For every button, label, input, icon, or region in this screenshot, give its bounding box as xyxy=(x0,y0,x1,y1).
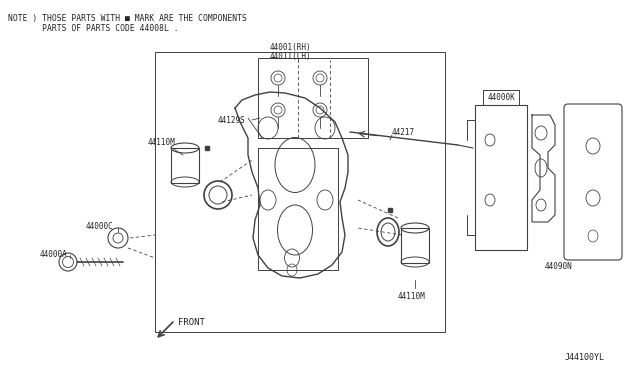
Bar xyxy=(401,228,429,263)
Text: PARTS OF PARTS CODE 44008L .: PARTS OF PARTS CODE 44008L . xyxy=(8,24,179,33)
Text: 44110M: 44110M xyxy=(398,292,426,301)
Text: FRONT: FRONT xyxy=(178,318,205,327)
Text: 44110M: 44110M xyxy=(148,138,176,147)
Bar xyxy=(155,52,445,332)
Bar xyxy=(171,148,199,183)
Bar xyxy=(475,105,527,250)
Text: NOTE ) THOSE PARTS WITH ■ MARK ARE THE COMPONENTS: NOTE ) THOSE PARTS WITH ■ MARK ARE THE C… xyxy=(8,14,247,23)
Bar xyxy=(258,58,368,138)
Text: 44129S: 44129S xyxy=(218,116,246,125)
Text: 44217: 44217 xyxy=(392,128,415,137)
Text: 44011(LH): 44011(LH) xyxy=(270,52,312,61)
Text: 44001(RH): 44001(RH) xyxy=(270,43,312,52)
Text: 44090N: 44090N xyxy=(545,262,573,271)
Text: 44000C: 44000C xyxy=(86,222,114,231)
Text: 44000A: 44000A xyxy=(40,250,68,259)
Text: J44100YL: J44100YL xyxy=(565,353,605,362)
Text: 44000K: 44000K xyxy=(488,93,516,102)
